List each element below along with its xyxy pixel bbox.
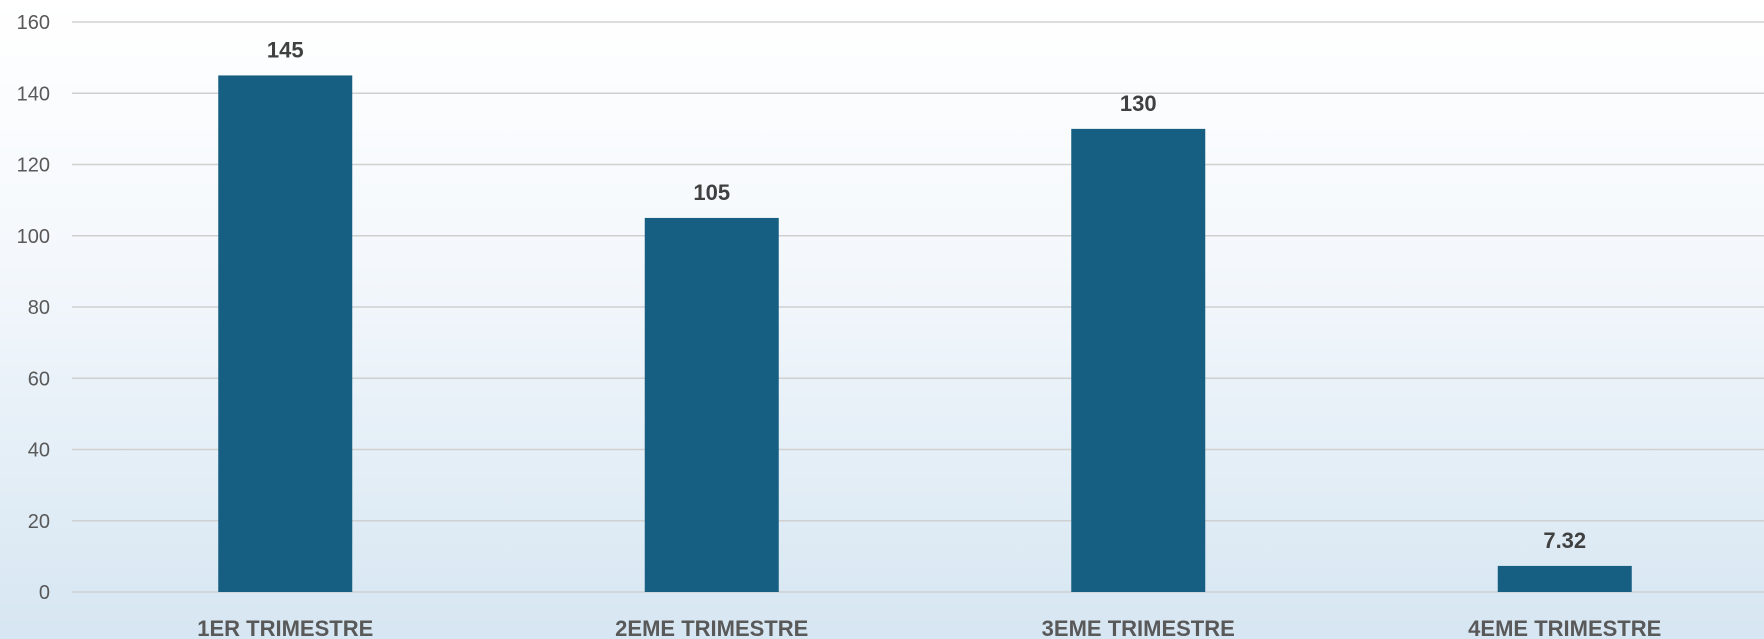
y-tick-label: 100 (17, 226, 50, 248)
bar (218, 75, 353, 592)
data-label: 105 (693, 180, 730, 205)
data-label: 130 (1120, 91, 1157, 116)
bar (1497, 565, 1632, 592)
x-tick-label: 2EME TRIMESTRE (615, 616, 808, 639)
y-tick-label: 0 (39, 582, 50, 604)
data-label: 7.32 (1543, 528, 1586, 553)
bar (1071, 128, 1206, 592)
bar (644, 217, 779, 592)
data-label: 145 (267, 37, 304, 62)
gridlines (72, 21, 1764, 593)
y-tick-label: 120 (17, 155, 50, 177)
x-tick-label: 4EME TRIMESTRE (1468, 616, 1661, 639)
x-tick-label: 1ER TRIMESTRE (197, 616, 373, 639)
y-tick-label: 160 (17, 12, 50, 34)
x-tick-label: 3EME TRIMESTRE (1042, 616, 1235, 639)
y-tick-label: 60 (28, 368, 50, 390)
bars (218, 75, 1632, 592)
data-labels: 145 105 130 7.32 (267, 37, 1586, 552)
y-axis: 0 20 40 60 80 100 120 140 160 (17, 12, 50, 604)
y-tick-label: 80 (28, 297, 50, 319)
y-tick-label: 40 (28, 440, 50, 462)
y-tick-label: 140 (17, 83, 50, 105)
y-tick-label: 20 (28, 511, 50, 533)
x-axis: 1ER TRIMESTRE 2EME TRIMESTRE 3EME TRIMESTR… (197, 616, 1661, 639)
